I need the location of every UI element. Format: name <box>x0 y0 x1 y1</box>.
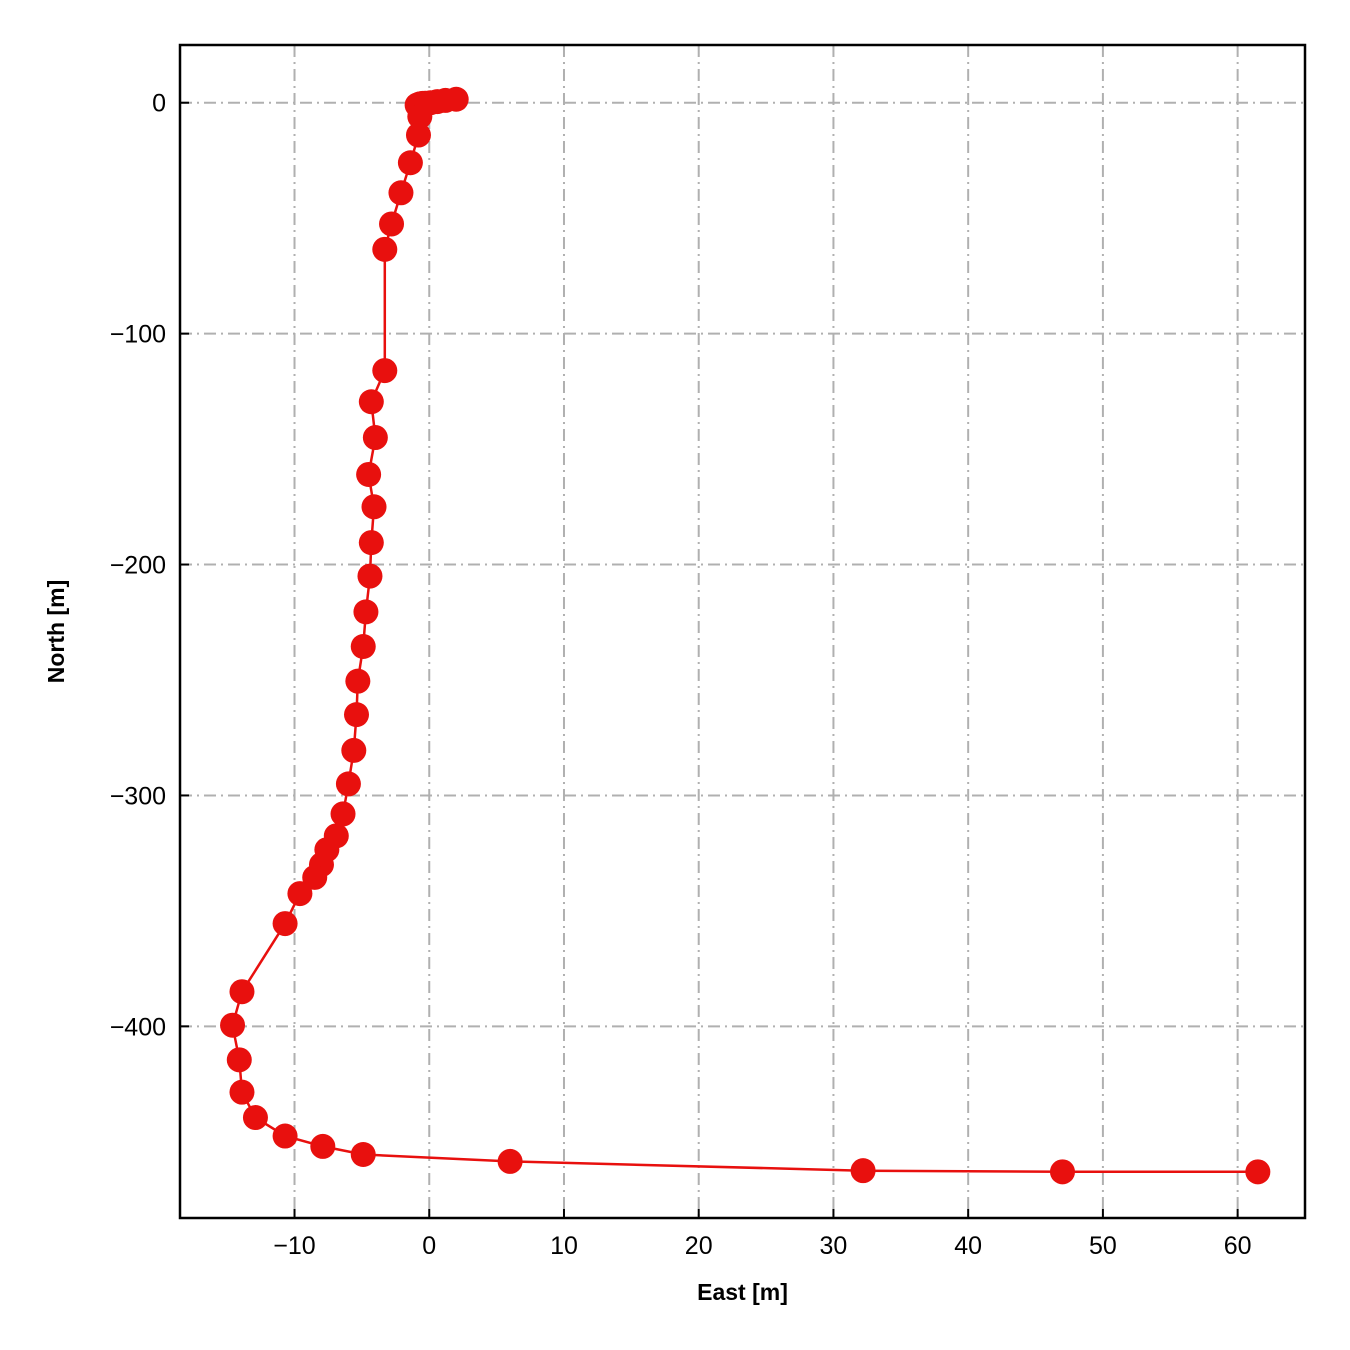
trajectory-point <box>372 358 398 384</box>
y-tick-label: −300 <box>110 782 166 810</box>
trajectory-point <box>361 494 387 520</box>
trajectory-point <box>350 1142 376 1168</box>
y-tick-label: −400 <box>110 1013 166 1041</box>
x-tick-label: 20 <box>685 1232 713 1260</box>
trajectory-point <box>350 634 376 660</box>
trajectory-point <box>356 461 382 487</box>
x-tick-label: 10 <box>550 1232 578 1260</box>
trajectory-point <box>220 1012 246 1038</box>
x-tick-label: 30 <box>820 1232 848 1260</box>
x-tick-label: 50 <box>1089 1232 1117 1260</box>
y-tick-label: 0 <box>152 90 166 118</box>
trajectory-point <box>358 389 384 415</box>
y-axis-label: North [m] <box>43 580 69 683</box>
trajectory-point <box>362 425 388 451</box>
trajectory-point <box>1245 1159 1271 1185</box>
trajectory-point <box>397 150 423 176</box>
trajectory-point <box>358 530 384 556</box>
trajectory-point <box>850 1158 876 1184</box>
x-tick-label: −10 <box>273 1232 315 1260</box>
trajectory-point <box>341 737 367 763</box>
trajectory-point <box>287 881 313 907</box>
trajectory-point <box>372 236 398 262</box>
trajectory-point <box>310 1133 336 1159</box>
trajectory-point <box>405 122 431 148</box>
trajectory-point <box>229 979 255 1005</box>
trajectory-point <box>302 864 328 890</box>
y-tick-label: −100 <box>110 321 166 349</box>
y-tick-label: −200 <box>110 552 166 580</box>
trajectory-point <box>388 180 414 206</box>
series-layer <box>220 86 1271 1185</box>
plot-frame <box>178 43 1307 1220</box>
trajectory-point <box>379 211 405 237</box>
x-tick-label: 40 <box>954 1232 982 1260</box>
trajectory-point <box>330 801 356 827</box>
grid <box>180 45 1305 1218</box>
trajectory-point <box>229 1079 255 1105</box>
tick-layer: −10 0 10 20 30 40 50 600−100−200−300−400 <box>110 90 1252 1260</box>
trajectory-point <box>1049 1159 1075 1185</box>
trajectory-point <box>272 911 298 937</box>
trajectory-point <box>335 771 361 797</box>
trajectory-point <box>226 1047 252 1073</box>
trajectory-point <box>345 668 371 694</box>
trajectory-point <box>497 1148 523 1174</box>
x-tick-label: 60 <box>1224 1232 1252 1260</box>
trajectory-point <box>353 599 379 625</box>
trajectory-point <box>407 104 433 130</box>
trajectory-point <box>343 702 369 728</box>
trajectory-point <box>357 563 383 589</box>
x-axis-label: East [m] <box>697 1279 788 1305</box>
trajectory-point <box>272 1123 298 1149</box>
x-tick-label: 0 <box>422 1232 436 1260</box>
trajectory-point <box>242 1105 268 1131</box>
